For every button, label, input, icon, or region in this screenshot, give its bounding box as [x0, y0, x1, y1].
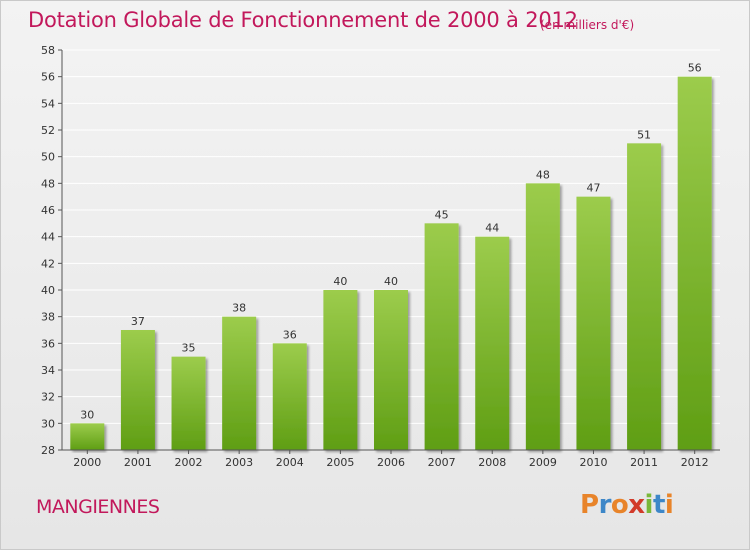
x-tick-label: 2001 — [124, 456, 152, 469]
logo-letter: x — [628, 490, 645, 520]
logo-letter: i — [644, 490, 654, 520]
bar — [70, 423, 105, 450]
y-tick-label: 56 — [41, 71, 55, 84]
logo-letter: r — [598, 490, 612, 520]
x-tick-label: 2007 — [428, 456, 456, 469]
bar-value-label: 40 — [384, 275, 398, 288]
y-tick-label: 52 — [41, 124, 55, 137]
bar-value-label: 47 — [586, 182, 600, 195]
logo-letter: t — [652, 490, 665, 520]
logo-letter: P — [580, 490, 599, 520]
bar-value-label: 51 — [637, 128, 651, 141]
x-tick-label: 2008 — [478, 456, 506, 469]
bar — [424, 223, 459, 450]
bar — [576, 196, 611, 450]
y-tick-label: 54 — [41, 97, 55, 110]
bar-value-label: 40 — [333, 275, 347, 288]
bar — [120, 330, 155, 450]
y-tick-label: 28 — [41, 444, 55, 457]
bar-value-label: 56 — [688, 62, 702, 75]
y-tick-label: 38 — [41, 311, 55, 324]
bar — [374, 290, 408, 450]
proxiti-logo[interactable]: Proxiti — [580, 490, 674, 520]
x-tick-label: 2004 — [276, 456, 304, 469]
y-tick-label: 46 — [41, 204, 55, 217]
logo-letter: i — [664, 490, 674, 520]
y-tick-label: 50 — [41, 151, 55, 164]
y-tick-label: 42 — [41, 257, 55, 270]
y-tick-label: 44 — [41, 231, 55, 244]
x-tick-label: 2009 — [529, 456, 557, 469]
bar-value-label: 35 — [182, 342, 196, 355]
bar-value-label: 45 — [435, 208, 449, 221]
x-tick-label: 2006 — [377, 456, 405, 469]
chart-title: Dotation Globale de Fonctionnement de 20… — [28, 8, 578, 32]
x-tick-label: 2010 — [579, 456, 607, 469]
bar-value-label: 48 — [536, 168, 550, 181]
y-tick-label: 32 — [41, 391, 55, 404]
bar — [323, 290, 358, 450]
y-tick-label: 34 — [41, 364, 55, 377]
bar — [222, 316, 257, 450]
bar — [525, 183, 560, 451]
chart-subtitle: (en milliers d'€) — [540, 18, 635, 32]
bar — [171, 356, 206, 450]
bar-value-label: 37 — [131, 315, 145, 328]
x-tick-label: 2005 — [326, 456, 354, 469]
y-tick-label: 58 — [41, 44, 55, 57]
x-tick-label: 2011 — [630, 456, 658, 469]
bar-value-label: 38 — [232, 302, 246, 315]
y-tick-label: 36 — [41, 337, 55, 350]
bar — [475, 236, 510, 450]
bar — [272, 343, 307, 450]
bar — [677, 76, 712, 451]
bar — [627, 143, 662, 451]
bar-value-label: 36 — [283, 328, 297, 341]
bar-value-label: 30 — [80, 408, 94, 421]
y-tick-label: 48 — [41, 177, 55, 190]
x-tick-label: 2000 — [73, 456, 101, 469]
x-tick-label: 2002 — [175, 456, 203, 469]
x-tick-label: 2003 — [225, 456, 253, 469]
x-tick-label: 2012 — [681, 456, 709, 469]
bar-value-label: 44 — [485, 222, 499, 235]
y-tick-label: 30 — [41, 417, 55, 430]
y-tick-label: 40 — [41, 284, 55, 297]
logo-letter: o — [610, 490, 629, 520]
commune-name: MANGIENNES — [36, 496, 160, 518]
